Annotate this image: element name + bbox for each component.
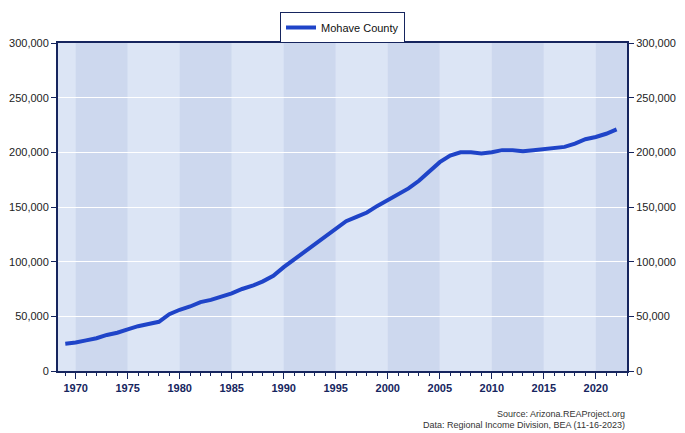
svg-text:250,000: 250,000: [636, 92, 676, 104]
svg-text:150,000: 150,000: [9, 201, 49, 213]
svg-text:1990: 1990: [271, 382, 295, 394]
svg-text:2020: 2020: [584, 382, 608, 394]
svg-text:Data: Regional Income Division: Data: Regional Income Division, BEA (11-…: [423, 420, 625, 430]
svg-text:1975: 1975: [115, 382, 139, 394]
svg-text:1980: 1980: [167, 382, 191, 394]
svg-text:Mohave County: Mohave County: [321, 22, 399, 34]
svg-text:200,000: 200,000: [9, 146, 49, 158]
svg-text:300,000: 300,000: [9, 37, 49, 49]
svg-text:50,000: 50,000: [636, 310, 670, 322]
svg-text:150,000: 150,000: [636, 201, 676, 213]
svg-text:2000: 2000: [376, 382, 400, 394]
svg-text:200,000: 200,000: [636, 146, 676, 158]
svg-text:1970: 1970: [63, 382, 87, 394]
svg-text:1995: 1995: [323, 382, 347, 394]
svg-text:250,000: 250,000: [9, 92, 49, 104]
svg-text:2010: 2010: [480, 382, 504, 394]
svg-text:0: 0: [43, 365, 49, 377]
svg-text:0: 0: [636, 365, 642, 377]
svg-text:1985: 1985: [219, 382, 243, 394]
svg-text:50,000: 50,000: [15, 310, 49, 322]
svg-text:2005: 2005: [428, 382, 452, 394]
svg-text:300,000: 300,000: [636, 37, 676, 49]
svg-text:Source: Arizona.REAProject.org: Source: Arizona.REAProject.org: [497, 409, 625, 419]
svg-text:100,000: 100,000: [9, 256, 49, 268]
svg-text:100,000: 100,000: [636, 256, 676, 268]
svg-text:2015: 2015: [532, 382, 556, 394]
